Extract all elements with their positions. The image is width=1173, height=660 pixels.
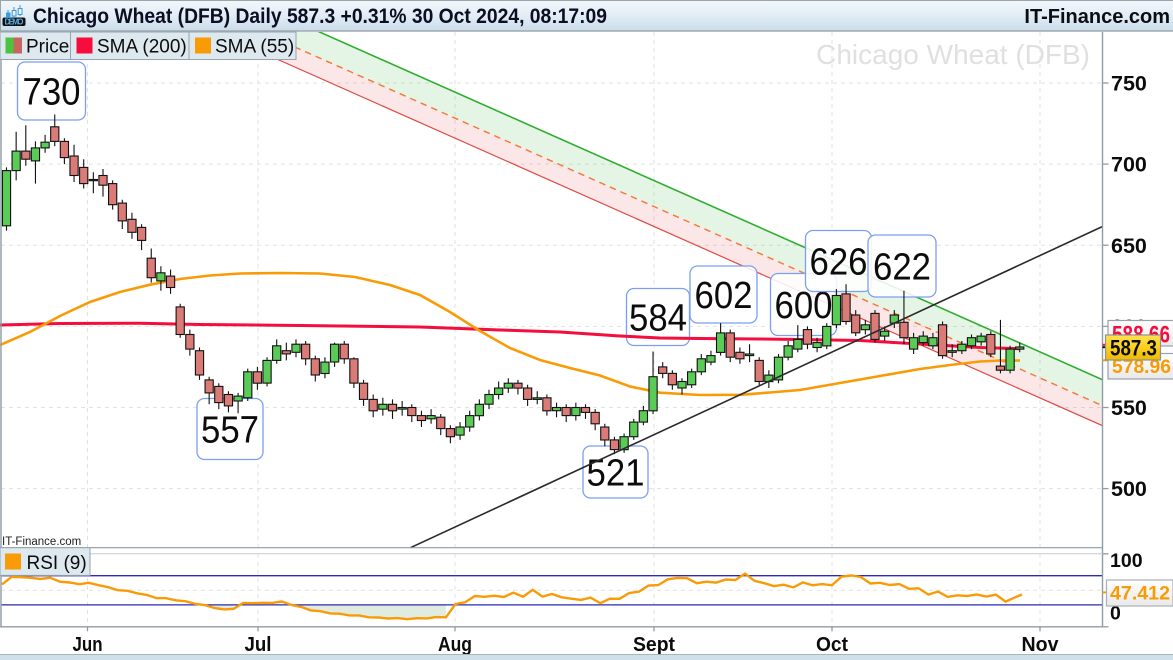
svg-text:Nov: Nov: [1022, 633, 1060, 656]
svg-text:DEMO: DEMO: [5, 18, 24, 27]
svg-text:SMA (200): SMA (200): [97, 36, 187, 57]
svg-text:500: 500: [1111, 477, 1147, 501]
svg-text:602: 602: [695, 275, 753, 317]
svg-text:IT-Finance.com: IT-Finance.com: [2, 536, 81, 548]
svg-text:Jul: Jul: [245, 633, 272, 656]
svg-text:Oct: Oct: [816, 633, 848, 656]
svg-text:730: 730: [23, 72, 81, 114]
svg-text:584: 584: [629, 298, 687, 340]
svg-text:47.412: 47.412: [1110, 583, 1170, 605]
svg-text:550: 550: [1111, 396, 1147, 420]
svg-text:557: 557: [201, 410, 259, 452]
svg-text:626: 626: [810, 242, 868, 284]
svg-text:0: 0: [1110, 603, 1121, 625]
svg-text:750: 750: [1111, 72, 1147, 96]
svg-text:622: 622: [873, 247, 931, 289]
svg-text:Chicago Wheat (DFB): Chicago Wheat (DFB): [816, 39, 1090, 70]
svg-text:SMA (55): SMA (55): [215, 36, 294, 57]
svg-text:650: 650: [1111, 234, 1147, 258]
svg-text:Jun: Jun: [73, 633, 103, 656]
svg-text:Sept: Sept: [633, 633, 675, 656]
svg-text:Aug: Aug: [438, 633, 472, 656]
svg-text:RSI (9): RSI (9): [27, 553, 87, 574]
svg-text:700: 700: [1111, 153, 1147, 177]
svg-text:587.3: 587.3: [1110, 336, 1157, 361]
svg-text:578.96: 578.96: [1112, 356, 1171, 378]
svg-text:IT-Finance.com: IT-Finance.com: [1024, 6, 1170, 28]
svg-text:521: 521: [587, 453, 645, 495]
svg-text:100: 100: [1110, 550, 1143, 572]
svg-text:Chicago Wheat (DFB) Daily 587.: Chicago Wheat (DFB) Daily 587.3 +0.31% 3…: [33, 5, 607, 28]
svg-text:Price: Price: [26, 36, 69, 57]
